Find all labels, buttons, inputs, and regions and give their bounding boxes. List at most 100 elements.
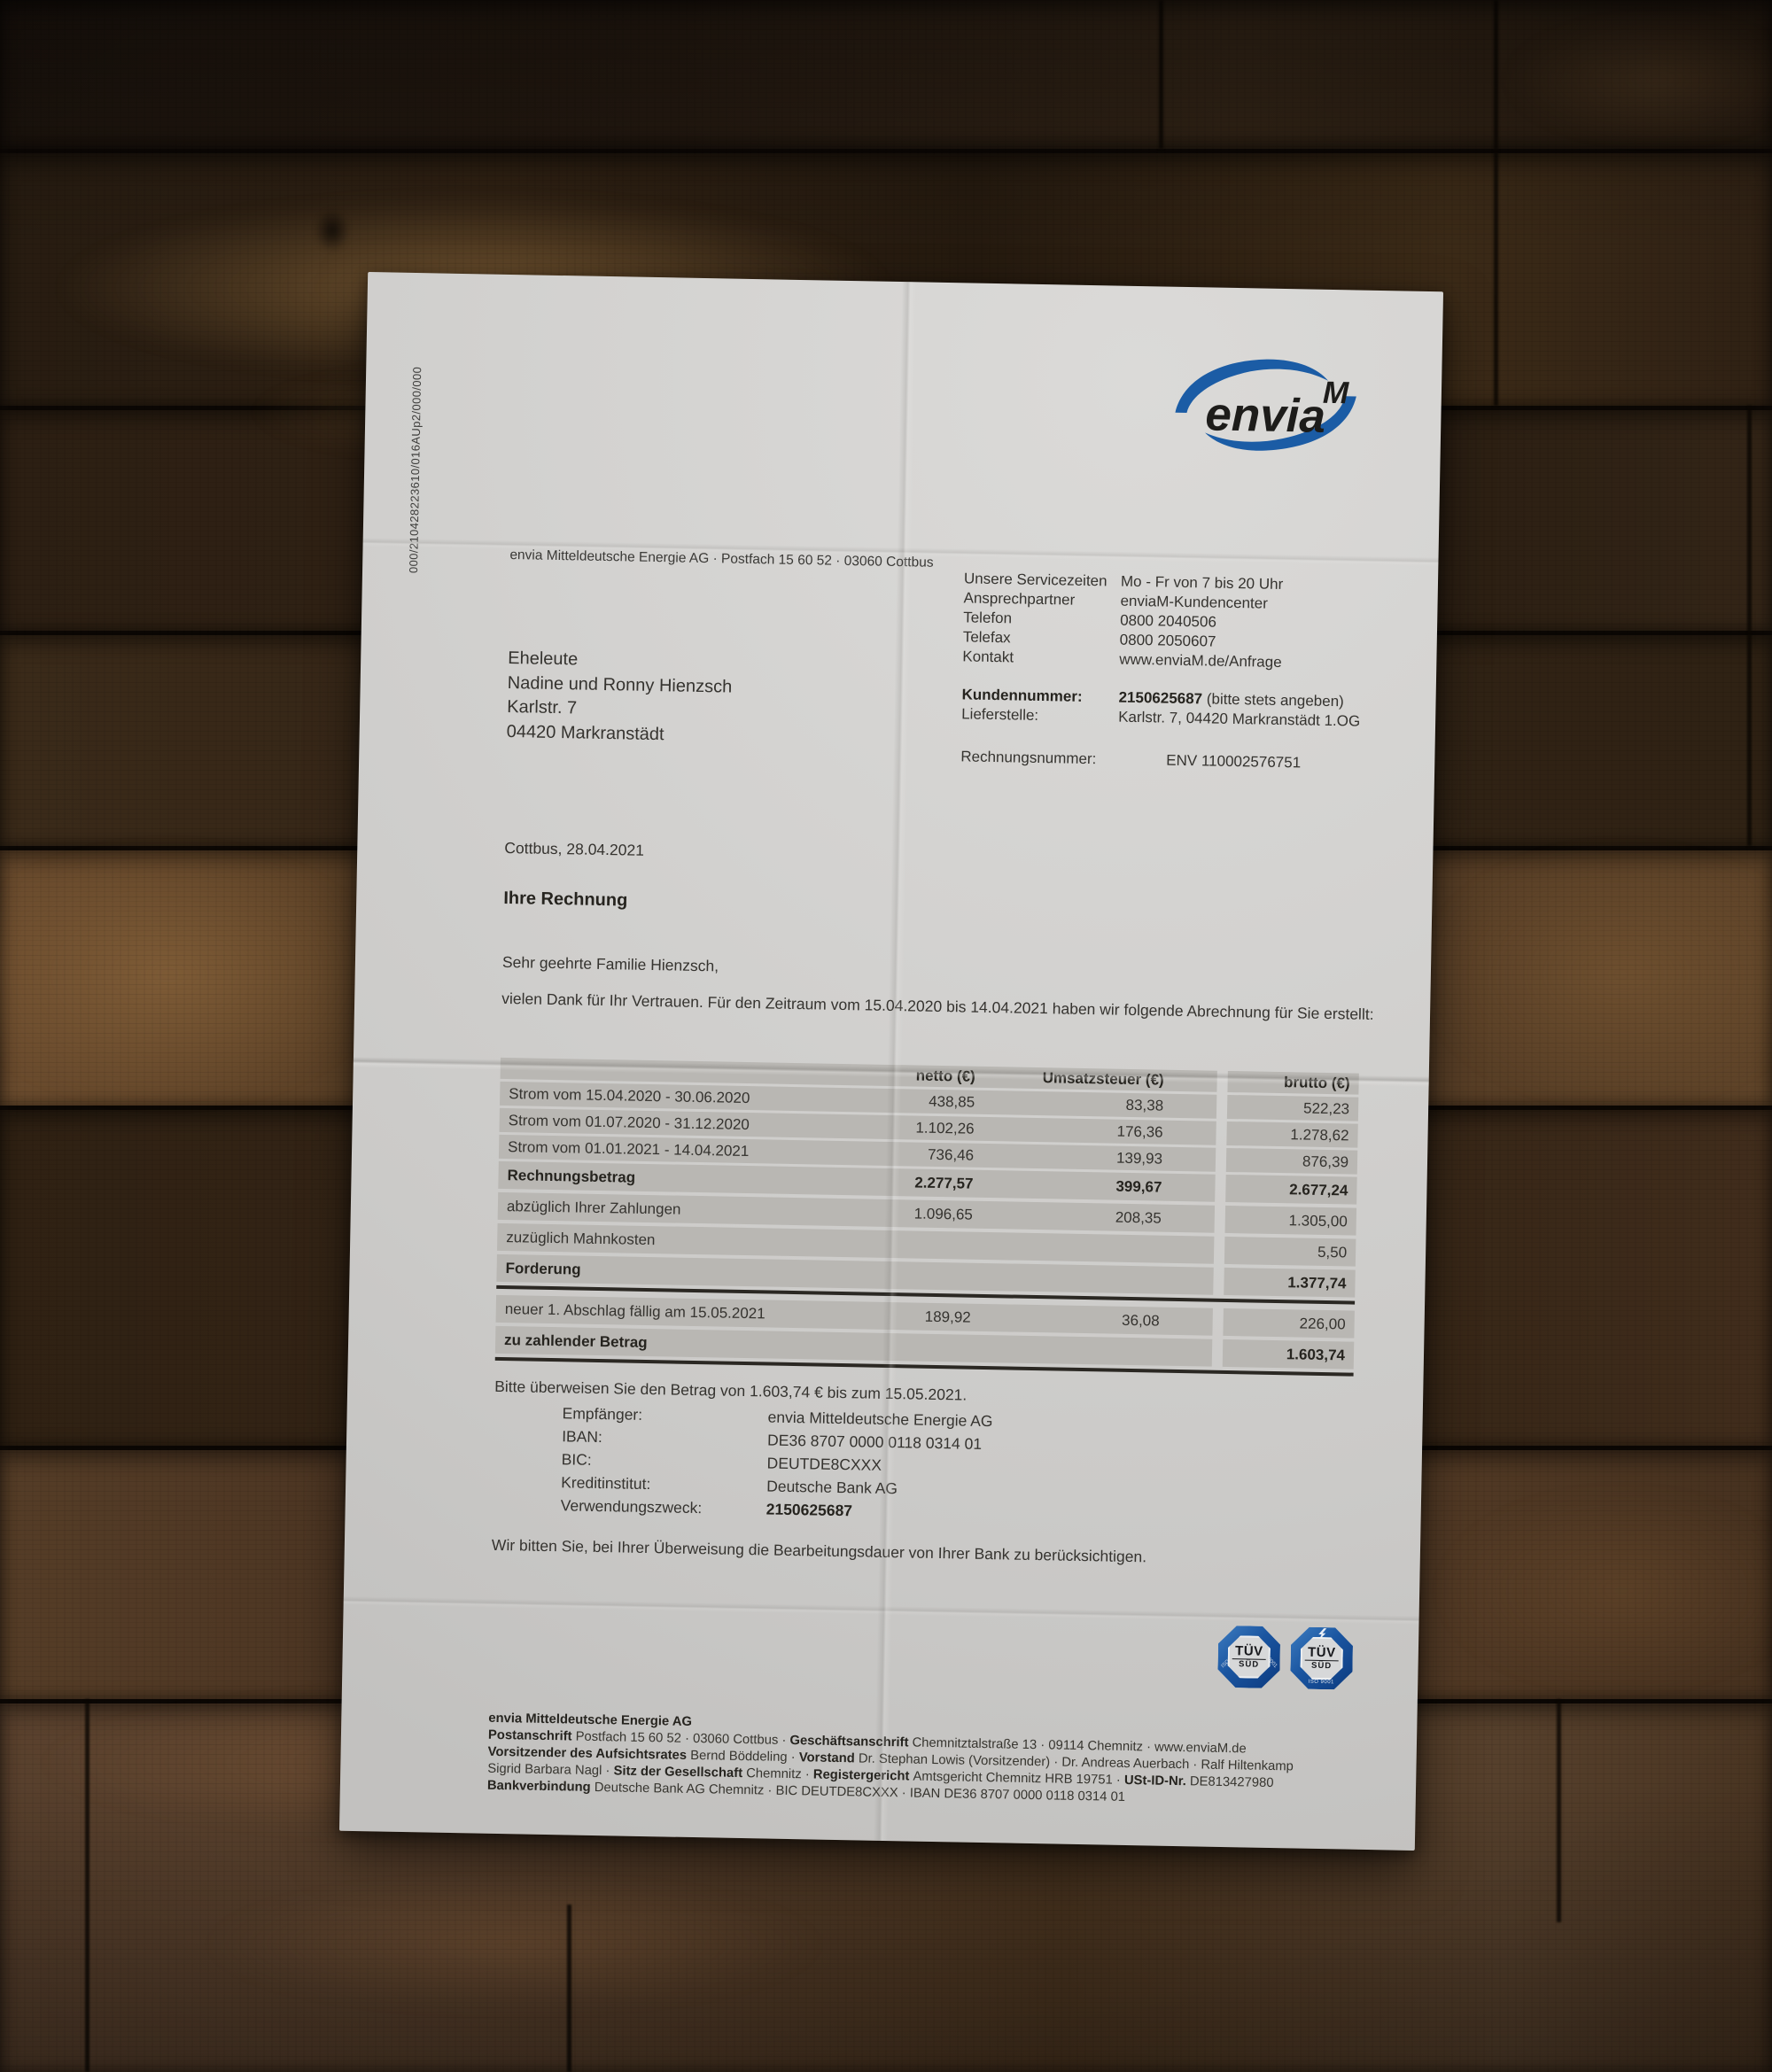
billing-table: netto (€) Umsatzsteuer (€) brutto (€) St… <box>494 1057 1359 1383</box>
payment-value: 2150625687 <box>766 1500 853 1520</box>
enviam-logo: envia M <box>1171 354 1361 457</box>
imprint-footer: envia Mitteldeutsche Energie AG Postansc… <box>487 1711 1375 1811</box>
row-brutto: 226,00 <box>1223 1308 1355 1339</box>
tuev-text: TÜV <box>1232 1644 1266 1660</box>
row-label: zu zahlender Betrag <box>503 1331 648 1352</box>
row-label: Rechnungsbetrag <box>507 1167 636 1186</box>
row-netto: 736,46 <box>927 1145 975 1164</box>
row-brutto: 522,23 <box>1226 1094 1359 1121</box>
payment-value: DEUTDE8CXXX <box>766 1454 882 1474</box>
row-umsatzsteuer <box>970 1335 1160 1366</box>
row-label: Forderung <box>505 1260 581 1278</box>
row-label: Strom vom 01.07.2020 - 31.12.2020 <box>508 1112 750 1134</box>
table-lower-rows: Rechnungsbetrag 2.277,57 399,67 2.677,24… <box>494 1160 1357 1370</box>
salutation: Sehr geehrte Familie Hienzsch, <box>501 952 719 975</box>
wood-light-patch <box>0 842 390 1107</box>
wood-seam <box>1557 1699 1561 1922</box>
row-umsatzsteuer: 139,93 <box>1115 1149 1163 1168</box>
tuev-sued-badge-energy: TÜV SÜD ISO 9001 <box>1290 1626 1353 1689</box>
row-netto: 2.277,57 <box>914 1174 974 1192</box>
row-umsatzsteuer: 83,38 <box>1125 1096 1164 1114</box>
header-empty <box>509 1058 834 1085</box>
row-netto: 438,85 <box>929 1092 975 1111</box>
wood-knot <box>315 208 350 252</box>
wood-seam <box>567 1905 571 2072</box>
wood-light-patch <box>1506 18 1772 142</box>
row-brutto: 2.677,24 <box>1225 1174 1357 1205</box>
row-brutto: 1.305,00 <box>1224 1205 1357 1236</box>
row-netto <box>829 1261 972 1291</box>
fold-crease-vertical <box>873 282 917 1842</box>
logo-word: envia <box>1205 388 1326 442</box>
fold-crease-horizontal-faint <box>343 1595 1419 1626</box>
payment-details: Empfänger: envia Mitteldeutsche Energie … <box>561 1401 993 1525</box>
tuev-sued-badge-iso: ISO 14001 ISO 9001 TÜV SÜD <box>1217 1626 1280 1688</box>
sender-line: envia Mitteldeutsche Energie AG · Postfa… <box>509 547 934 570</box>
row-umsatzsteuer <box>972 1232 1162 1263</box>
wood-seam <box>1747 406 1752 846</box>
row-label: Strom vom 15.04.2020 - 30.06.2020 <box>509 1085 750 1107</box>
service-info-block: Unsere Servicezeiten Mo - Fr von 7 bis 2… <box>960 569 1380 774</box>
row-netto: 1.102,26 <box>915 1119 975 1137</box>
row-brutto: 5,50 <box>1224 1236 1356 1267</box>
service-label: Unsere Servicezeiten <box>963 570 1108 590</box>
wood-light-patch <box>204 1878 824 2011</box>
row-label: neuer 1. Abschlag fällig am 15.05.2021 <box>504 1300 766 1323</box>
wood-plank <box>0 0 1772 149</box>
place-and-date: Cottbus, 28.04.2021 <box>504 838 645 859</box>
payment-value: Deutsche Bank AG <box>766 1477 898 1498</box>
payment-intro: Bitte überweisen Sie den Betrag von 1.60… <box>494 1377 968 1404</box>
wood-light-patch <box>1418 842 1772 1107</box>
service-label: Telefax <box>962 628 1011 647</box>
service-label: Telefon <box>963 609 1013 627</box>
row-netto: 189,92 <box>924 1308 971 1326</box>
intro-paragraph: vielen Dank für Ihr Vertrauen. Für den Z… <box>501 989 1374 1023</box>
row-label: Strom vom 01.01.2021 - 14.04.2021 <box>507 1138 750 1160</box>
row-label: zuzüglich Mahnkosten <box>506 1229 656 1249</box>
row-brutto: 1.377,74 <box>1224 1267 1356 1298</box>
invoice-number-value: ENV 110002576751 <box>1166 751 1302 772</box>
sued-text: SÜD <box>1238 1659 1260 1670</box>
logo-superscript: M <box>1323 376 1350 411</box>
address-line: 04420 Markranstädt <box>506 721 664 744</box>
wood-seam <box>85 1699 89 2072</box>
row-brutto: 1.603,74 <box>1222 1339 1355 1370</box>
enviam-logo-swoosh-icon: envia M <box>1175 359 1356 451</box>
wood-seam <box>1159 0 1163 149</box>
subject-line: Ihre Rechnung <box>503 888 628 911</box>
service-label: Ansprechpartner <box>963 589 1076 609</box>
table-upper-rows: Strom vom 15.04.2020 - 30.06.2020 438,85… <box>498 1081 1359 1175</box>
row-brutto: 876,39 <box>1225 1147 1358 1175</box>
header-netto: netto (€) <box>915 1067 975 1085</box>
payment-label: Verwendungszweck: <box>560 1496 703 1517</box>
address-line: Eheleute <box>508 648 579 670</box>
sued-text: SÜD <box>1310 1660 1333 1672</box>
wood-light-patch <box>1435 1488 1772 1692</box>
badge-iso-text: ISO 9001 <box>1308 1679 1334 1686</box>
address-line: Karlstr. 7 <box>507 696 578 718</box>
service-rows: Unsere Servicezeiten Mo - Fr von 7 bis 2… <box>962 569 1380 674</box>
delivery-point-label: Lieferstelle: <box>961 705 1039 724</box>
invoice-sheet: 000/210428223610/016AUp2/000/000 envia M… <box>338 272 1444 1851</box>
row-netto: 1.096,65 <box>913 1205 974 1223</box>
tuev-text: TÜV <box>1305 1646 1339 1662</box>
closing-note: Wir bitten Sie, bei Ihrer Überweisung di… <box>491 1535 1147 1566</box>
reference-number-vertical: 000/210428223610/016AUp2/000/000 <box>407 366 424 574</box>
recipient-address: Eheleute Nadine und Ronny Hienzsch Karlstr… <box>506 647 733 749</box>
row-brutto: 1.278,62 <box>1226 1121 1358 1148</box>
invoice-number-label: Rechnungsnummer: <box>960 748 1097 768</box>
service-label: Kontakt <box>962 648 1014 666</box>
row-umsatzsteuer <box>971 1263 1161 1294</box>
header-umsatzsteuer: Umsatzsteuer (€) <box>1042 1069 1164 1089</box>
row-netto <box>828 1332 971 1362</box>
customer-number-label: Kundennummer: <box>961 686 1083 705</box>
row-netto <box>830 1230 973 1260</box>
header-brutto: brutto (€) <box>1227 1070 1359 1095</box>
wood-seam <box>1494 0 1498 406</box>
row-umsatzsteuer: 399,67 <box>1115 1177 1162 1196</box>
row-label: abzüglich Ihrer Zahlungen <box>506 1198 681 1218</box>
row-umsatzsteuer: 208,35 <box>1115 1208 1162 1227</box>
row-umsatzsteuer: 176,36 <box>1116 1122 1163 1141</box>
row-umsatzsteuer: 36,08 <box>1121 1311 1160 1330</box>
